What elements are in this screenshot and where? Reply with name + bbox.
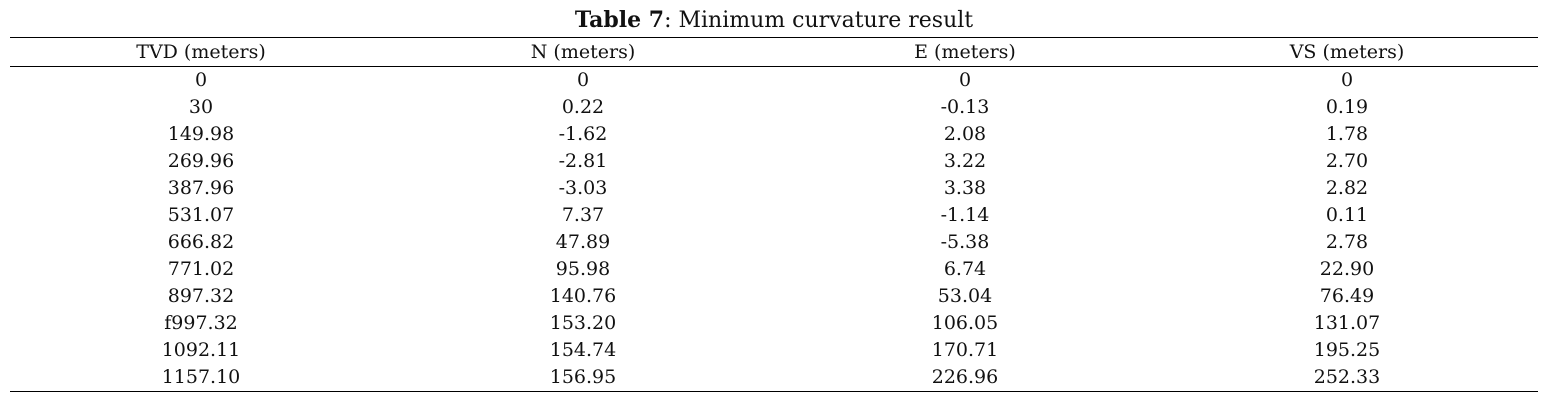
table-cell: 0 <box>1340 69 1354 91</box>
table-row: 666.82 47.89 -5.38 2.78 <box>10 229 1538 256</box>
table-cell: 666.82 <box>167 231 235 253</box>
table-cell: 170.71 <box>931 339 999 361</box>
table-cell: 2.78 <box>1325 231 1369 253</box>
table-cell: 0.19 <box>1325 96 1369 118</box>
table-row: 149.98 -1.62 2.08 1.78 <box>10 121 1538 148</box>
table-cell: 531.07 <box>167 204 235 226</box>
table-cell: 269.96 <box>167 150 235 172</box>
table-cell: 1.78 <box>1325 123 1369 145</box>
table-cell: 387.96 <box>167 177 235 199</box>
table-cell: 3.38 <box>943 177 987 199</box>
data-table: TVD (meters) N (meters) E (meters) VS (mete… <box>10 37 1538 392</box>
table-row: 0 0 0 0 <box>10 67 1538 95</box>
table-cell: 47.89 <box>555 231 611 253</box>
table-cell: 149.98 <box>167 123 235 145</box>
table-row: 1092.11 154.74 170.71 195.25 <box>10 337 1538 364</box>
table-cell: 156.95 <box>549 366 617 388</box>
table-caption: Table 7: Minimum curvature result <box>0 5 1548 36</box>
table-cell: 0.22 <box>561 96 605 118</box>
table-cell: 2.08 <box>943 123 987 145</box>
table-row: 531.07 7.37 -1.14 0.11 <box>10 202 1538 229</box>
table-cell: 2.82 <box>1325 177 1369 199</box>
column-header: E (meters) <box>914 40 1016 63</box>
table-cell: -1.62 <box>558 123 608 145</box>
table-cell: 6.74 <box>943 258 987 280</box>
table-head: TVD (meters) N (meters) E (meters) VS (mete… <box>10 37 1538 67</box>
table-cell: 252.33 <box>1313 366 1381 388</box>
table-body: 0 0 0 0 30 0.22 -0.13 0.19 149.98 -1.62 2.08 1.78 26… <box>10 67 1538 392</box>
caption-text: : Minimum curvature result <box>664 8 974 33</box>
table-cell: -2.81 <box>558 150 608 172</box>
table-row: 269.96 -2.81 3.22 2.70 <box>10 148 1538 175</box>
table-cell: 0 <box>194 69 208 91</box>
table-cell: 3.22 <box>943 150 987 172</box>
table-cell: 22.90 <box>1319 258 1375 280</box>
table-cell: f997.32 <box>164 312 238 334</box>
table-cell: 7.37 <box>561 204 605 226</box>
table-row: 387.96 -3.03 3.38 2.82 <box>10 175 1538 202</box>
caption-label: Table 7 <box>574 7 665 33</box>
table-cell: 195.25 <box>1313 339 1381 361</box>
table-cell: 131.07 <box>1313 312 1381 334</box>
table-cell: 2.70 <box>1325 150 1369 172</box>
table-cell: 0 <box>576 69 590 91</box>
table-cell: 95.98 <box>555 258 611 280</box>
header-row: TVD (meters) N (meters) E (meters) VS (mete… <box>10 37 1538 67</box>
table-cell: 53.04 <box>937 285 993 307</box>
column-header: N (meters) <box>530 40 636 63</box>
table-cell: 226.96 <box>931 366 999 388</box>
table-row: f997.32 153.20 106.05 131.07 <box>10 310 1538 337</box>
table-row: 1157.10 156.95 226.96 252.33 <box>10 364 1538 392</box>
table-cell: 1157.10 <box>161 366 241 388</box>
table-cell: -0.13 <box>940 96 990 118</box>
column-header: TVD (meters) <box>136 40 266 63</box>
table-cell: 771.02 <box>167 258 235 280</box>
table-cell: -1.14 <box>940 204 990 226</box>
column-header: VS (meters) <box>1289 40 1405 63</box>
table-cell: 897.32 <box>167 285 235 307</box>
table-cell: 30 <box>188 96 214 118</box>
table-row: 897.32 140.76 53.04 76.49 <box>10 283 1538 310</box>
table-cell: -3.03 <box>558 177 608 199</box>
table-cell: 0.11 <box>1325 204 1369 226</box>
table-cell: 154.74 <box>549 339 617 361</box>
table-row: 771.02 95.98 6.74 22.90 <box>10 256 1538 283</box>
table-cell: 153.20 <box>549 312 617 334</box>
table-cell: 140.76 <box>549 285 617 307</box>
table-cell: -5.38 <box>940 231 990 253</box>
table-row: 30 0.22 -0.13 0.19 <box>10 94 1538 121</box>
table-cell: 1092.11 <box>161 339 241 361</box>
table-cell: 106.05 <box>931 312 999 334</box>
table-cell: 76.49 <box>1319 285 1375 307</box>
table-cell: 0 <box>958 69 972 91</box>
